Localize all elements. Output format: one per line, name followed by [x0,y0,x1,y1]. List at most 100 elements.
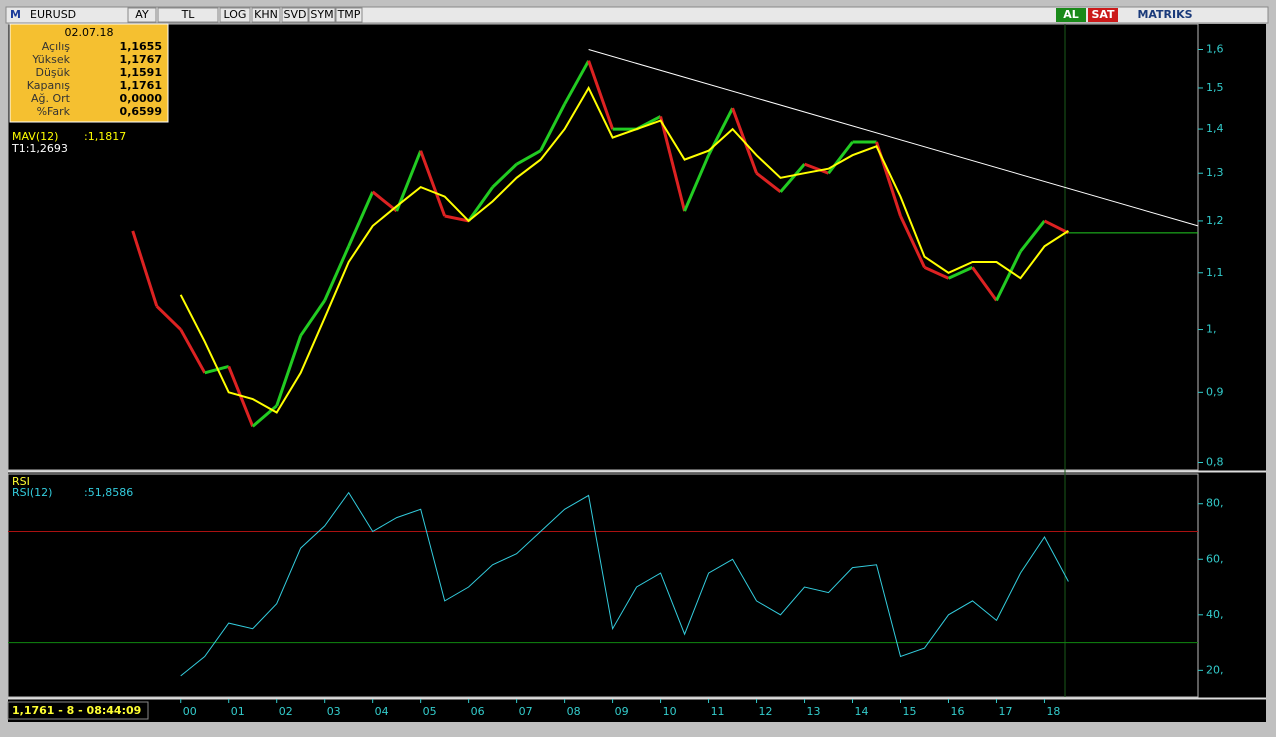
x-tick-label: 03 [327,705,341,718]
x-tick-label: 14 [855,705,869,718]
x-tick-label: 01 [231,705,245,718]
panel-title: RSI [12,475,30,488]
y-tick-label: 1, [1206,323,1217,336]
price-segment [275,335,303,407]
price-segment [1019,219,1046,253]
price-segment [299,299,326,337]
info-value: 1,1767 [120,53,162,66]
price-segment [323,245,351,302]
legend-value: :1,1817 [84,130,126,143]
annotation: T1:1,2693 [11,142,68,155]
rsi-panel [7,473,1199,698]
toolbar-button-label[interactable]: TMP [337,8,361,21]
info-label: Yüksek [31,53,70,66]
toolbar-button-label[interactable]: KHN [254,8,278,21]
x-tick-label: 10 [663,705,677,718]
x-tick-label: 12 [759,705,773,718]
x-tick-label: 05 [423,705,437,718]
toolbar-button[interactable] [335,7,363,23]
y-tick-label: 20, [1206,663,1224,676]
toolbar-button[interactable] [219,7,251,23]
y-tick-label: 60, [1206,552,1224,565]
x-tick-label: 07 [519,705,533,718]
info-value: 1,1655 [120,40,162,53]
buy-label[interactable]: AL [1063,8,1079,21]
x-tick-label: 06 [471,705,485,718]
x-tick-label: 13 [807,705,821,718]
x-tick-label: 09 [615,705,629,718]
price-segment [899,215,926,269]
y-tick-label: 1,4 [1206,122,1224,135]
info-label: Kapanış [27,79,71,92]
series-line [179,85,1069,414]
x-tick-label: 00 [183,705,197,718]
chart-area [8,24,1266,722]
price-segment [779,163,806,193]
x-tick-label: 11 [711,705,725,718]
price-segment [491,163,518,189]
legend-value: :51,8586 [84,486,133,499]
price-segment [563,60,590,105]
toolbar-button-label[interactable]: AY [135,8,149,21]
toolbar-button-label[interactable]: LOG [224,8,247,21]
y-tick-label: 1,2 [1206,214,1224,227]
price-segment [444,214,469,223]
y-tick-label: 0,8 [1206,456,1224,469]
price-segment [395,150,423,212]
price-segment [515,149,542,166]
toolbar-button[interactable] [251,7,281,23]
toolbar-button-label[interactable]: TL [181,8,196,21]
price-segment [131,230,159,307]
x-tick-label: 02 [279,705,293,718]
info-box [9,23,169,123]
price-segment [659,116,687,212]
info-date: 02.07.18 [65,26,114,39]
x-tick-label: 17 [998,705,1012,718]
toolbar-button-label[interactable]: SVD [284,8,307,21]
series-line [180,491,1069,677]
price-segment [971,266,998,302]
price-segment [947,266,974,280]
info-value: 1,1591 [120,66,162,79]
status-box [7,701,149,720]
info-value: 0,6599 [120,105,162,118]
info-value: 0,0000 [120,92,163,105]
y-tick-label: 80, [1206,497,1224,510]
y-tick-label: 1,6 [1206,43,1224,56]
price-panel [7,23,1199,471]
info-label: Düşük [35,66,70,79]
buy-button[interactable] [1056,8,1086,22]
price-segment [467,186,494,222]
info-value: 1,1761 [120,79,162,92]
price-segment [155,305,182,331]
sell-button[interactable] [1088,8,1118,22]
info-label: Ağ. Ort [31,92,71,105]
price-segment [204,364,230,375]
x-tick-label: 18 [1046,705,1060,718]
logo[interactable]: M [10,8,21,21]
y-tick-label: 1,5 [1206,81,1224,94]
price-segment [995,250,1022,302]
price-segment [371,190,398,213]
x-tick-label: 16 [950,705,964,718]
toolbar-button[interactable] [281,7,309,23]
x-tick-label: 08 [567,705,581,718]
symbol[interactable]: EURUSD [30,8,76,21]
price-segment [827,141,854,175]
toolbar-button[interactable] [308,7,336,23]
y-tick-label: 1,3 [1206,166,1224,179]
sell-label[interactable]: SAT [1091,8,1115,21]
y-tick-label: 1,1 [1206,266,1224,279]
toolbar-button-label[interactable]: SYM [310,8,333,21]
price-segment [683,154,710,212]
y-tick-label: 0,9 [1206,385,1224,398]
toolbar-button[interactable] [157,7,219,23]
price-segment [539,103,566,152]
price-segment [804,162,830,175]
toolbar-button[interactable] [127,7,157,23]
legend-name: RSI(12) [12,486,52,499]
brand: MATRIKS [1137,8,1192,21]
price-segment [179,328,207,374]
